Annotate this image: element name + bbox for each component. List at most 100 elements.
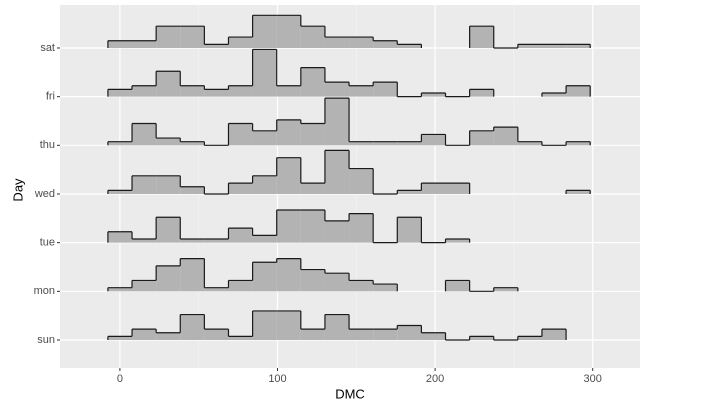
bin-fill: [132, 40, 157, 48]
bin-fill: [252, 130, 277, 146]
bin-fill: [469, 130, 494, 146]
bin-fill: [373, 40, 398, 48]
bin-fill: [107, 190, 133, 194]
bin-fill: [517, 336, 542, 340]
bin-fill: [517, 141, 542, 146]
bin-fill: [252, 235, 277, 243]
y-tick-label: mon: [34, 285, 55, 297]
y-tick-label: fri: [46, 91, 55, 103]
x-tick-label: 0: [117, 373, 123, 385]
bin-fill: [252, 15, 277, 48]
bin-fill: [204, 287, 229, 292]
bin-fill: [276, 15, 301, 48]
x-tick-label: 100: [268, 373, 286, 385]
bin-fill: [132, 85, 157, 97]
bin-fill: [228, 336, 253, 340]
bin-fill: [324, 273, 350, 292]
bin-fill: [132, 329, 157, 340]
bin-fill: [180, 26, 205, 48]
bin-fill: [349, 213, 374, 243]
bin-fill: [132, 239, 157, 243]
bin-fill: [493, 127, 518, 146]
bin-fill: [566, 44, 591, 48]
bin-fill: [373, 82, 398, 97]
bin-fill: [397, 325, 422, 340]
bin-fill: [493, 287, 518, 292]
bin-fill: [541, 329, 567, 340]
bin-fill: [107, 287, 133, 292]
ridge: [107, 48, 591, 98]
x-tick-label: 200: [426, 373, 444, 385]
bin-fill: [276, 85, 301, 97]
bin-fill: [156, 138, 181, 146]
bin-fill: [373, 141, 398, 146]
bin-fill: [252, 49, 277, 97]
bin-fill: [421, 332, 446, 340]
y-tick-label: wed: [34, 188, 55, 200]
bin-fill: [252, 310, 277, 340]
bin-fill: [180, 186, 205, 194]
bin-fill: [276, 258, 301, 292]
bin-fill: [445, 239, 470, 243]
bin-fill: [228, 183, 253, 194]
x-axis-title: DMC: [335, 386, 365, 401]
bin-fill: [180, 141, 205, 146]
bin-fill: [156, 265, 181, 292]
ridge: [107, 209, 471, 244]
bin-fill: [276, 310, 301, 340]
bin-fill: [469, 26, 494, 48]
bin-fill: [204, 44, 229, 48]
bin-fill: [445, 280, 470, 292]
bin-fill: [517, 44, 542, 48]
bin-fill: [180, 258, 205, 292]
bin-fill: [107, 336, 133, 340]
bin-fill: [156, 217, 181, 243]
ridge: [107, 258, 519, 292]
y-axis-title: Day: [10, 178, 25, 202]
bin-fill: [300, 329, 325, 340]
bin-fill: [349, 37, 374, 48]
bin-fill: [324, 220, 350, 243]
bin-fill: [204, 239, 229, 243]
bin-fill: [180, 239, 205, 243]
ridge: [107, 310, 567, 341]
bin-fill: [421, 93, 446, 97]
y-tick-label: sun: [37, 334, 55, 346]
y-tick-label: sat: [40, 42, 55, 54]
ridge: [107, 97, 591, 146]
bin-fill: [349, 85, 374, 97]
bin-fill: [107, 141, 133, 146]
bin-fill: [349, 168, 374, 194]
bin-fill: [276, 119, 301, 146]
ridge: [107, 149, 591, 195]
bin-fill: [107, 40, 133, 48]
bin-fill: [132, 280, 157, 292]
bin-fill: [541, 93, 567, 97]
bin-fill: [373, 329, 398, 340]
bin-fill: [228, 37, 253, 48]
bin-fill: [180, 314, 205, 340]
bin-fill: [228, 123, 253, 146]
bin-fill: [349, 280, 374, 292]
bin-fill: [541, 44, 567, 48]
bin-fill: [300, 67, 325, 97]
y-tick-label: tue: [40, 237, 55, 249]
bin-fill: [421, 134, 446, 146]
bin-fill: [445, 183, 470, 194]
bin-fill: [204, 89, 229, 97]
bin-fill: [156, 175, 181, 194]
bin-fill: [107, 89, 133, 97]
bin-fill: [469, 89, 494, 97]
bin-fill: [228, 85, 253, 97]
bin-fill: [276, 157, 301, 194]
bin-fill: [373, 284, 398, 292]
bin-fill: [252, 262, 277, 292]
y-tick-label: thu: [40, 139, 55, 151]
bin-fill: [324, 37, 350, 48]
bin-fill: [300, 209, 325, 243]
ridge: [107, 14, 591, 49]
bin-fill: [132, 175, 157, 194]
bin-fill: [228, 280, 253, 292]
bin-fill: [469, 336, 494, 340]
